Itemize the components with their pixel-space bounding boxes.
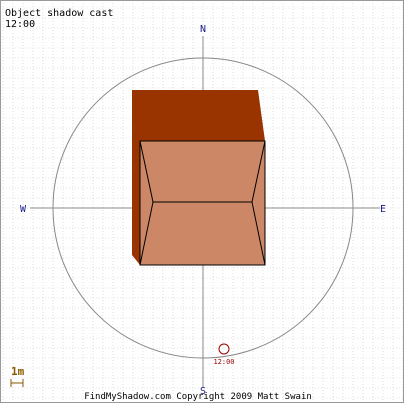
scale-label: 1m	[11, 365, 25, 378]
object-body	[139, 140, 266, 266]
scale-bar-icon	[10, 379, 24, 387]
object-edge-ne	[251, 140, 266, 203]
sun-time-label: 12:00	[213, 358, 234, 366]
object-shadow	[132, 90, 265, 265]
object-edge-nw	[139, 140, 154, 203]
compass-east-label: E	[380, 204, 386, 215]
compass-south-label: S	[200, 386, 206, 397]
object-edge-se	[251, 201, 266, 266]
sun-position-icon	[218, 343, 230, 355]
compass-west-label: W	[20, 204, 27, 215]
view-title: Object shadow cast	[5, 8, 113, 19]
copyright-footer: FindMyShadow.com Copyright 2009 Matt Swa…	[84, 392, 312, 402]
view-time: 12:00	[5, 19, 35, 30]
compass-north-label: N	[200, 24, 206, 35]
object-edge-sw	[139, 201, 154, 266]
